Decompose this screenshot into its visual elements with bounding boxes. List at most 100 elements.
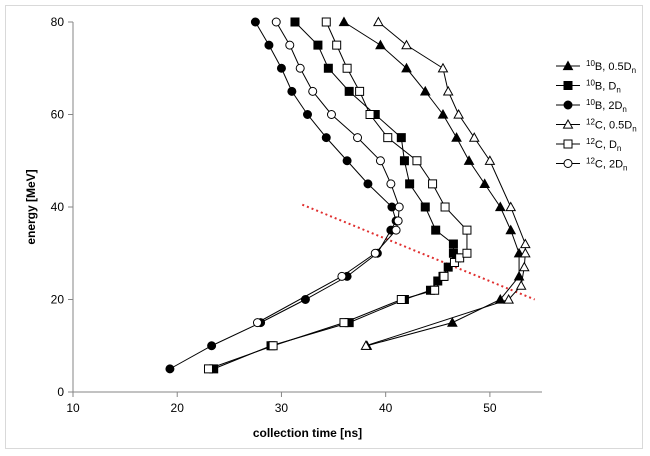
data-point: [484, 155, 496, 165]
data-point: [437, 62, 449, 73]
series-1: [338, 16, 525, 350]
data-point: [323, 63, 333, 73]
data-point: [285, 40, 295, 50]
data-point: [442, 85, 454, 96]
series-4: [360, 16, 531, 350]
chart-frame: [5, 5, 643, 449]
y-tick-label: 20: [51, 293, 65, 307]
data-point: [463, 155, 475, 165]
legend-marker: [562, 60, 574, 71]
data-point: [468, 132, 480, 142]
y-tick-label: 0: [57, 385, 64, 399]
data-point: [207, 341, 217, 351]
data-point: [332, 40, 342, 50]
data-point: [321, 133, 331, 143]
legend-item: 12C, Dn: [556, 137, 621, 153]
data-point: [513, 247, 525, 258]
data-point: [439, 271, 449, 281]
data-point: [250, 17, 260, 27]
data-point: [420, 202, 430, 212]
axis-ticks: 10 20 30 40 50 0 20 40 60 80: [51, 15, 497, 415]
data-point: [295, 63, 305, 73]
x-tick-label: 30: [275, 401, 289, 415]
data-point: [505, 224, 517, 235]
data-point: [321, 17, 331, 27]
legend-marker: [562, 118, 574, 129]
data-point: [448, 248, 458, 258]
data-point: [391, 225, 401, 235]
data-point: [462, 248, 472, 258]
trend-line: [301, 203, 536, 301]
legend-item: 10B, Dn: [556, 79, 621, 95]
data-point: [503, 293, 514, 304]
x-tick-label: 20: [171, 401, 185, 415]
data-point: [518, 261, 530, 272]
legend: 10B, 0.5Dn 10B, Dn 10B, 2Dn 12C, 0.5Dn 12C, …: [556, 59, 637, 173]
data-point: [326, 110, 336, 119]
legend-label: 12C, 2Dn: [586, 157, 627, 173]
data-point: [268, 341, 278, 351]
data-point: [308, 86, 318, 96]
data-point: [370, 248, 380, 258]
data-point: [353, 133, 363, 143]
y-tick-label: 80: [51, 15, 65, 29]
data-point: [365, 110, 375, 119]
data-point: [342, 156, 352, 166]
legend-label: 12C, 0.5Dn: [586, 118, 637, 134]
data-point: [462, 225, 472, 235]
series-5: [203, 17, 472, 374]
data-point: [419, 85, 431, 96]
data-point: [401, 39, 412, 50]
data-point: [165, 364, 175, 374]
data-point: [375, 39, 386, 50]
data-point: [447, 317, 458, 327]
data-point: [373, 16, 384, 27]
data-point: [513, 270, 525, 281]
data-point: [519, 238, 531, 249]
x-axis-label: collection time [ns]: [253, 426, 362, 440]
data-point: [401, 62, 412, 73]
data-point: [396, 295, 406, 304]
data-point: [264, 40, 274, 50]
data-point: [386, 179, 396, 189]
series-6: [252, 17, 404, 328]
dotted-trend-line: [301, 203, 536, 301]
data-point: [383, 133, 393, 143]
legend-label: 10B, Dn: [586, 79, 621, 95]
legend-label: 12C, Dn: [586, 137, 621, 153]
data-point: [355, 86, 365, 96]
data-point: [303, 110, 312, 119]
data-point: [431, 225, 441, 235]
data-point: [393, 216, 403, 226]
data-point: [449, 258, 459, 267]
data-point: [394, 202, 404, 212]
data-point: [344, 86, 354, 96]
legend-marker: [563, 100, 573, 110]
legend-item: 10B, 2Dn: [556, 98, 627, 114]
legend-item: 10B, 0.5Dn: [556, 59, 636, 75]
data-point: [440, 202, 450, 212]
data-point: [412, 156, 422, 166]
series-2: [209, 17, 462, 374]
data-point: [519, 247, 531, 258]
data-point: [428, 179, 438, 189]
data-point: [313, 40, 323, 50]
data-point: [360, 340, 372, 350]
series-group: [165, 16, 531, 374]
x-tick-label: 10: [66, 401, 80, 415]
data-point: [339, 318, 349, 328]
data-point: [430, 285, 440, 295]
data-point: [203, 364, 213, 374]
y-axis-label: energy [MeV]: [24, 169, 38, 244]
data-point: [453, 108, 464, 119]
data-point: [455, 253, 465, 263]
legend-label: 10B, 2Dn: [586, 98, 627, 114]
y-tick-label: 60: [51, 108, 65, 122]
data-point: [342, 63, 352, 73]
data-point: [515, 280, 527, 290]
series-line: [208, 21, 468, 370]
legend-item: 12C, 2Dn: [556, 157, 627, 173]
legend-marker: [563, 159, 573, 168]
data-point: [271, 17, 281, 27]
